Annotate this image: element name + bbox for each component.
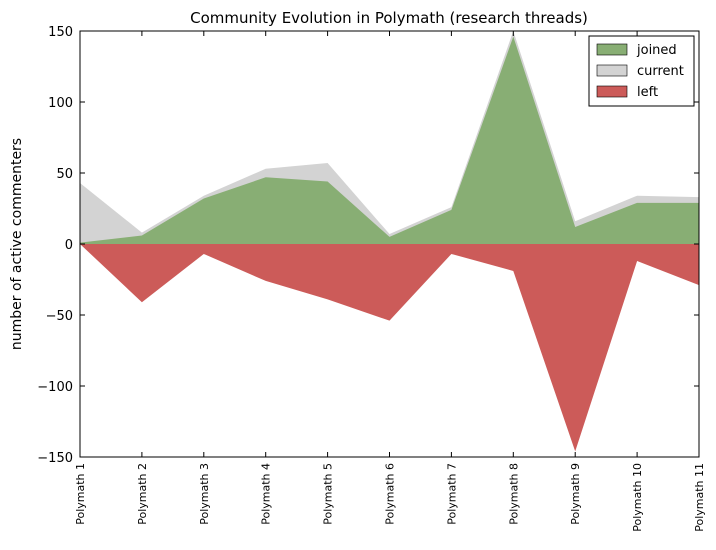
legend: joined current left — [588, 35, 695, 107]
area-joined — [80, 36, 699, 245]
y-tick-label: −100 — [37, 380, 73, 395]
x-tick-label: Polymath 9 — [569, 463, 582, 525]
x-tick-label: Polymath 6 — [384, 463, 397, 525]
y-tick-label: 0 — [65, 238, 73, 253]
x-tick-label: Polymath 3 — [198, 463, 211, 525]
area-left — [80, 244, 699, 452]
y-tick-label: −150 — [37, 451, 73, 466]
legend-label-current: current — [637, 64, 684, 79]
x-tick-label: Polymath 7 — [445, 463, 458, 525]
legend-label-left: left — [637, 85, 658, 100]
y-axis-label: number of active commenters — [9, 138, 25, 350]
x-axis-ticks: Polymath 1 Polymath 2 Polymath 3 Polymath 4… — [74, 31, 706, 532]
legend-swatch-left — [596, 85, 628, 98]
y-tick-label: 100 — [48, 96, 73, 111]
x-tick-label: Polymath 5 — [322, 463, 335, 525]
legend-label-joined: joined — [636, 43, 677, 58]
y-tick-label: 50 — [56, 167, 73, 182]
x-tick-label: Polymath 2 — [136, 463, 149, 525]
legend-swatch-current — [596, 64, 628, 77]
x-tick-label: Polymath 1 — [74, 463, 87, 525]
y-tick-label: −50 — [46, 309, 73, 324]
chart-title: Community Evolution in Polymath (researc… — [190, 9, 588, 27]
x-tick-label: Polymath 10 — [631, 463, 644, 532]
x-tick-label: Polymath 4 — [260, 463, 273, 525]
y-tick-label: 150 — [48, 25, 73, 40]
x-tick-label: Polymath 11 — [693, 463, 706, 532]
y-axis-ticks: −150 −100 −50 0 50 100 150 — [37, 25, 699, 466]
x-tick-label: Polymath 8 — [507, 463, 520, 525]
legend-swatch-joined — [596, 43, 628, 56]
